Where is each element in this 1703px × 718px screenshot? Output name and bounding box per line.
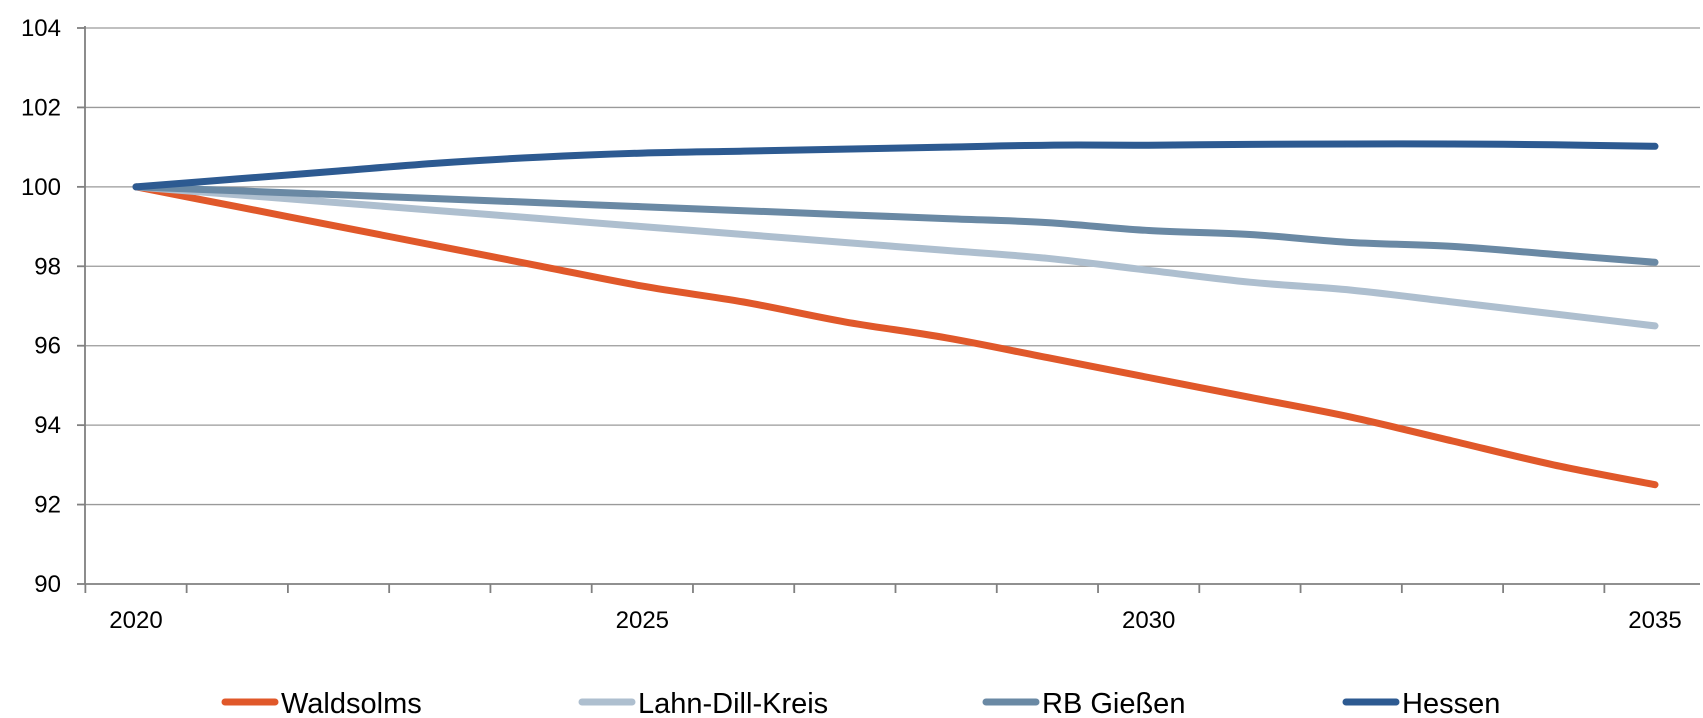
x-tick-label: 2025: [616, 607, 669, 634]
y-tick-label: 92: [34, 492, 61, 519]
x-tick-label: 2035: [1628, 607, 1681, 634]
series-line-rb-gie-en: [132, 183, 1659, 266]
x-tick-labels: 2020 2025 2030 2035: [109, 607, 1681, 634]
grid-lines: [85, 27, 1700, 506]
axes: [77, 26, 1700, 593]
series-line-hessen: [132, 140, 1659, 191]
y-tick-label: 102: [21, 94, 61, 121]
y-tick-label: 100: [21, 174, 61, 201]
series-lines: [132, 140, 1659, 489]
series-line-waldsolms: [132, 183, 1659, 489]
legend-label-hessen: Hessen: [1402, 688, 1500, 718]
y-tick-labels: 90 92 94 96 98 100 102 104: [21, 15, 61, 598]
legend-label-lahn-dill-kreis: Lahn-Dill-Kreis: [638, 688, 828, 718]
x-tick-label: 2020: [109, 607, 162, 634]
y-tick-label: 90: [34, 571, 61, 598]
y-tick-label: 96: [34, 333, 61, 360]
legend-label-waldsolms: Waldsolms: [281, 688, 422, 718]
y-tick-label: 98: [34, 253, 61, 280]
legend-label-rb-gie-en: RB Gießen: [1042, 688, 1185, 718]
y-tick-label: 104: [21, 15, 61, 42]
series-line-lahn-dill-kreis: [132, 183, 1659, 330]
legend: Waldsolms Lahn-Dill-Kreis RB Gießen Hessen: [221, 688, 1500, 718]
y-tick-label: 94: [34, 412, 61, 439]
x-tick-label: 2030: [1122, 607, 1175, 634]
